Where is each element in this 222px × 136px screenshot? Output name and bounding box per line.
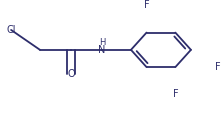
Text: Cl: Cl: [6, 25, 16, 35]
Text: F: F: [215, 62, 220, 72]
Text: F: F: [172, 89, 178, 99]
Text: N: N: [98, 45, 106, 55]
Text: H: H: [99, 38, 105, 47]
Text: F: F: [144, 0, 149, 10]
Text: O: O: [67, 69, 75, 79]
